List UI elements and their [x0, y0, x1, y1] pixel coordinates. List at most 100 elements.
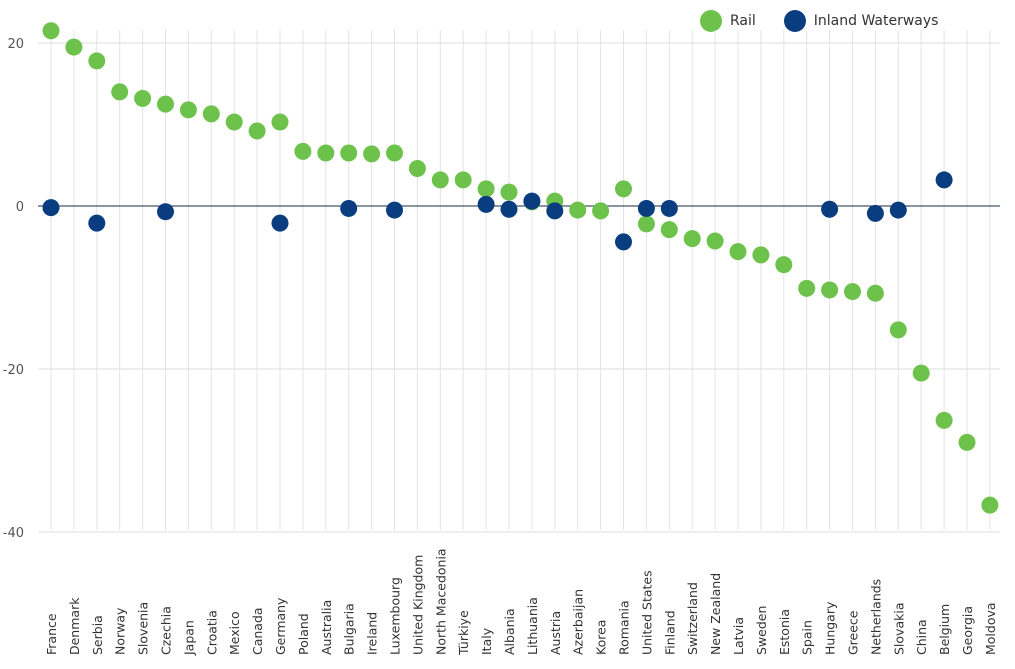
legend-marker-inland-waterways — [783, 10, 806, 32]
point-rail[interactable] — [477, 180, 495, 198]
point-rail[interactable] — [271, 113, 289, 131]
x-tick-label: Moldova — [983, 602, 998, 655]
point-rail[interactable] — [660, 221, 678, 239]
legend-item-inland-waterways[interactable]: Inland Waterways — [783, 10, 939, 32]
point-rail[interactable] — [134, 89, 152, 107]
point-inland-waterways[interactable] — [821, 200, 839, 218]
point-rail[interactable] — [179, 101, 197, 119]
point-rail[interactable] — [615, 180, 632, 198]
x-tick-label: Australia — [319, 600, 334, 655]
point-inland-waterways[interactable] — [386, 201, 403, 219]
point-rail[interactable] — [500, 183, 518, 201]
point-inland-waterways[interactable] — [500, 200, 518, 218]
point-rail[interactable] — [866, 284, 884, 302]
y-tick-label: -20 — [3, 363, 24, 378]
point-inland-waterways[interactable] — [42, 199, 60, 217]
x-tick-label: Ireland — [365, 612, 380, 655]
point-rail[interactable] — [683, 230, 701, 248]
point-inland-waterways[interactable] — [889, 201, 907, 219]
x-tick-label: Poland — [296, 613, 311, 655]
x-tick-label: Mexico — [227, 611, 242, 655]
point-rail[interactable] — [65, 38, 83, 56]
point-rail[interactable] — [42, 22, 60, 40]
point-inland-waterways[interactable] — [157, 203, 174, 221]
point-inland-waterways[interactable] — [546, 202, 564, 220]
x-tick-label: New Zealand — [708, 573, 723, 655]
x-tick-label: Finland — [662, 610, 677, 655]
point-rail[interactable] — [775, 256, 793, 274]
point-inland-waterways[interactable] — [88, 214, 106, 232]
x-tick-label: Lithuania — [525, 597, 540, 655]
x-tick-label: Albania — [502, 608, 517, 655]
point-rail[interactable] — [431, 171, 449, 189]
x-tick-label: Serbia — [90, 615, 105, 655]
point-rail[interactable] — [386, 144, 403, 162]
point-rail[interactable] — [294, 142, 312, 160]
point-rail[interactable] — [706, 232, 724, 250]
point-rail[interactable] — [157, 95, 174, 113]
x-tick-label: Netherlands — [868, 579, 883, 655]
point-inland-waterways[interactable] — [615, 233, 632, 251]
x-tick-label: Georgia — [960, 606, 975, 655]
point-rail[interactable] — [798, 279, 816, 297]
point-rail[interactable] — [363, 145, 381, 163]
legend-label-rail: Rail — [730, 13, 756, 29]
x-tick-label: Azerbaijan — [571, 589, 586, 655]
x-tick-label: United Kingdom — [410, 555, 425, 655]
point-inland-waterways[interactable] — [935, 171, 953, 189]
x-tick-label: Sweden — [754, 606, 769, 655]
x-tick-label: United States — [639, 570, 654, 655]
point-inland-waterways[interactable] — [271, 214, 289, 232]
point-rail[interactable] — [340, 144, 358, 162]
point-rail[interactable] — [454, 171, 472, 189]
point-rail[interactable] — [981, 496, 999, 514]
legend-marker-rail — [700, 10, 722, 32]
point-rail[interactable] — [821, 281, 839, 299]
x-tick-label: Estonia — [777, 609, 792, 655]
x-tick-label: Luxembourg — [388, 577, 403, 655]
x-tick-label: Canada — [250, 607, 265, 655]
x-tick-label: Switzerland — [685, 582, 700, 655]
point-rail[interactable] — [637, 215, 655, 233]
x-tick-label: Italy — [479, 627, 494, 655]
point-rail[interactable] — [912, 364, 930, 382]
x-tick-label: China — [914, 619, 929, 655]
point-rail[interactable] — [202, 105, 220, 123]
x-tick-label: Slovenia — [136, 602, 151, 655]
point-rail[interactable] — [569, 201, 587, 219]
point-rail[interactable] — [248, 122, 266, 140]
point-rail[interactable] — [225, 113, 243, 131]
x-tick-label: North Macedonia — [433, 548, 448, 655]
x-tick-label: Norway — [113, 607, 128, 655]
point-inland-waterways[interactable] — [866, 204, 884, 222]
legend-item-rail[interactable]: Rail — [700, 10, 756, 32]
point-inland-waterways[interactable] — [660, 199, 678, 217]
x-tick-label: Japan — [181, 620, 196, 656]
point-rail[interactable] — [111, 83, 129, 101]
point-rail[interactable] — [408, 160, 426, 178]
point-inland-waterways[interactable] — [523, 192, 541, 210]
point-rail[interactable] — [935, 411, 953, 429]
point-rail[interactable] — [729, 243, 747, 261]
x-tick-label: France — [44, 613, 59, 655]
x-tick-label: Belgium — [937, 604, 952, 655]
x-tick-label: Spain — [800, 620, 815, 655]
point-rail[interactable] — [592, 202, 610, 220]
point-rail[interactable] — [889, 321, 907, 339]
x-tick-label: Hungary — [823, 601, 838, 655]
point-inland-waterways[interactable] — [637, 199, 655, 217]
point-inland-waterways[interactable] — [477, 195, 495, 213]
point-rail[interactable] — [958, 433, 976, 451]
legend-label-inland-waterways: Inland Waterways — [813, 13, 939, 29]
x-tick-label: Slovakia — [891, 603, 906, 655]
y-tick-label: 20 — [7, 37, 24, 52]
x-tick-label: Austria — [548, 611, 563, 655]
point-rail[interactable] — [752, 246, 770, 264]
point-rail[interactable] — [88, 52, 106, 70]
x-tick-label: Bulgaria — [342, 603, 357, 655]
point-rail[interactable] — [317, 144, 335, 162]
x-tick-label: Romania — [617, 600, 632, 655]
point-rail[interactable] — [844, 283, 861, 301]
point-inland-waterways[interactable] — [340, 199, 358, 217]
